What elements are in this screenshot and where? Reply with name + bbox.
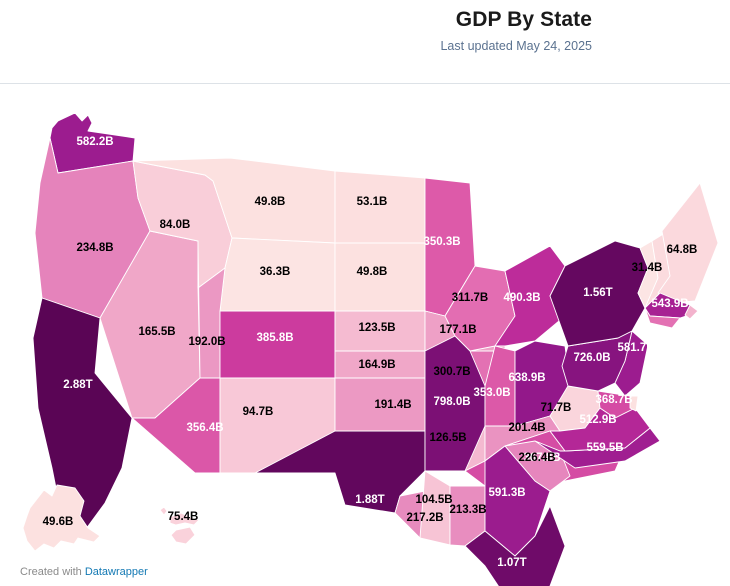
- svg-text:165.5B: 165.5B: [138, 326, 175, 338]
- svg-text:2.88T: 2.88T: [63, 379, 92, 391]
- svg-text:49.6B: 49.6B: [43, 516, 74, 528]
- svg-text:582.2B: 582.2B: [76, 136, 113, 148]
- svg-text:36.3B: 36.3B: [260, 266, 291, 278]
- svg-text:385.8B: 385.8B: [256, 332, 293, 344]
- svg-text:75.4B: 75.4B: [168, 511, 199, 523]
- svg-text:201.4B: 201.4B: [508, 422, 545, 434]
- svg-text:638.9B: 638.9B: [508, 372, 545, 384]
- svg-text:1.56T: 1.56T: [583, 287, 612, 299]
- svg-text:49.8B: 49.8B: [357, 266, 388, 278]
- svg-text:350.3B: 350.3B: [423, 236, 460, 248]
- svg-text:217.2B: 217.2B: [406, 512, 443, 524]
- svg-text:213.3B: 213.3B: [449, 504, 486, 516]
- svg-text:164.9B: 164.9B: [358, 359, 395, 371]
- svg-text:490.3B: 490.3B: [503, 292, 540, 304]
- svg-text:726.0B: 726.0B: [573, 352, 610, 364]
- svg-text:49.8B: 49.8B: [255, 196, 286, 208]
- svg-text:192.0B: 192.0B: [188, 336, 225, 348]
- svg-text:798.0B: 798.0B: [433, 396, 470, 408]
- svg-text:1.88T: 1.88T: [355, 494, 384, 506]
- svg-text:300.7B: 300.7B: [433, 366, 470, 378]
- svg-text:226.4B: 226.4B: [518, 452, 555, 464]
- svg-text:123.5B: 123.5B: [358, 322, 395, 334]
- svg-text:543.9B: 543.9B: [651, 298, 688, 310]
- svg-text:71.7B: 71.7B: [541, 402, 572, 414]
- svg-text:177.1B: 177.1B: [439, 324, 476, 336]
- svg-text:191.4B: 191.4B: [374, 399, 411, 411]
- svg-text:64.8B: 64.8B: [667, 244, 698, 256]
- svg-text:591.3B: 591.3B: [488, 487, 525, 499]
- svg-text:356.4B: 356.4B: [186, 422, 223, 434]
- svg-text:311.7B: 311.7B: [452, 292, 488, 304]
- svg-text:353.0B: 353.0B: [473, 387, 510, 399]
- svg-text:512.9B: 512.9B: [579, 414, 616, 426]
- svg-text:368.7B: 368.7B: [595, 394, 632, 406]
- svg-text:126.5B: 126.5B: [429, 432, 466, 444]
- svg-text:84.0B: 84.0B: [160, 219, 191, 231]
- svg-text:104.5B: 104.5B: [415, 494, 452, 506]
- svg-text:559.5B: 559.5B: [586, 442, 623, 454]
- svg-text:94.7B: 94.7B: [243, 406, 274, 418]
- svg-text:31.4B: 31.4B: [632, 262, 663, 274]
- svg-text:581.7B: 581.7B: [617, 342, 654, 354]
- svg-text:1.07T: 1.07T: [497, 557, 526, 569]
- svg-text:53.1B: 53.1B: [357, 196, 388, 208]
- svg-text:234.8B: 234.8B: [76, 242, 113, 254]
